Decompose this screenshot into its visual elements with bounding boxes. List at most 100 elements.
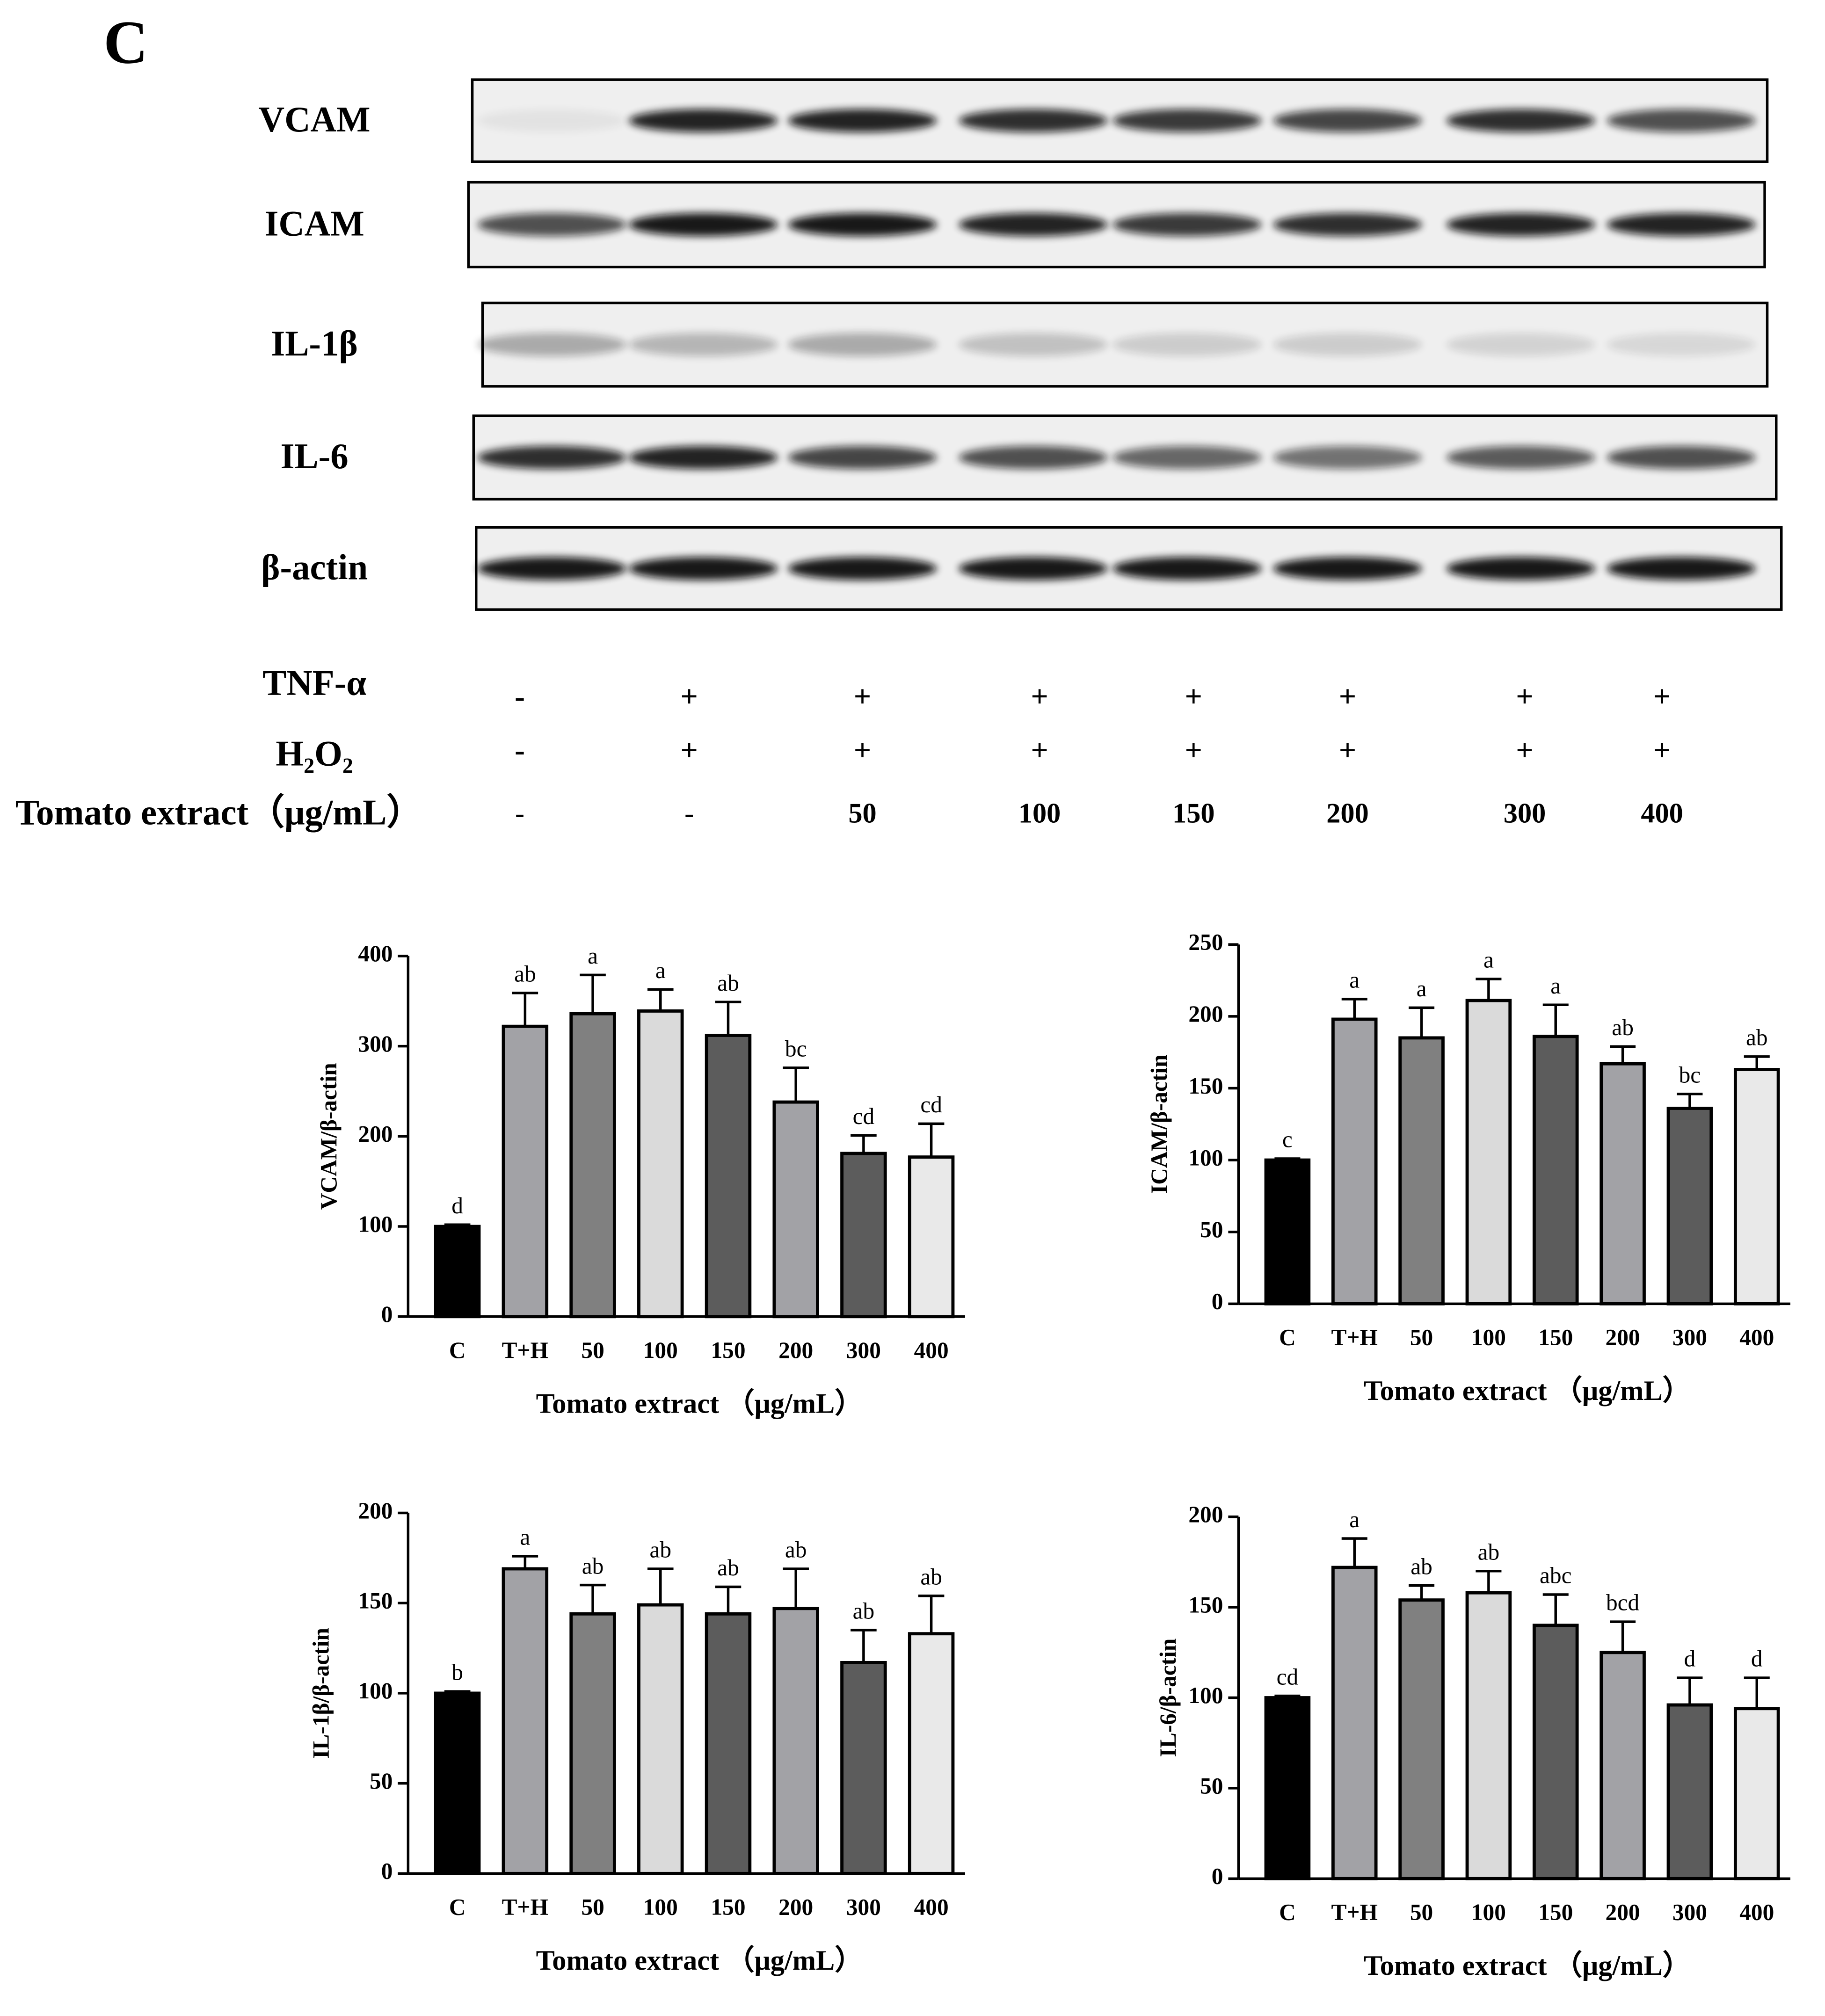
treatment-value: + xyxy=(1516,733,1534,768)
x-tick-label: C xyxy=(1279,1324,1296,1350)
x-axis-title: Tomato extract （μg/mL） xyxy=(536,1388,863,1420)
y-tick-label: 200 xyxy=(358,1121,393,1147)
bar xyxy=(1398,1598,1445,1880)
treatment-value: + xyxy=(680,679,698,713)
bar xyxy=(1733,1068,1780,1305)
x-axis-title: Tomato extract （μg/mL） xyxy=(1364,1375,1691,1407)
y-tick-label: 200 xyxy=(1188,1001,1223,1027)
blot-band xyxy=(959,446,1108,469)
treatment-label: Tomato extract（μg/mL） xyxy=(15,792,422,832)
y-tick-label: 150 xyxy=(1188,1592,1223,1617)
x-tick-label: 150 xyxy=(1538,1324,1573,1350)
x-tick-label: 200 xyxy=(778,1894,813,1920)
blot-band xyxy=(629,333,778,356)
significance-letter: d xyxy=(451,1193,463,1218)
bar xyxy=(1398,1036,1445,1305)
blot-band xyxy=(788,446,937,469)
treatment-label: TNF-α xyxy=(262,663,366,703)
blot-band xyxy=(477,213,626,236)
x-tick-label: T+H xyxy=(1331,1899,1378,1925)
treatment-value: - xyxy=(515,798,524,829)
y-tick-label: 0 xyxy=(381,1858,393,1884)
y-axis-title: VCAM/β-actin xyxy=(316,1063,342,1210)
blot-band xyxy=(788,213,937,236)
blot-band xyxy=(477,557,626,580)
y-axis-title: ICAM/β-actin xyxy=(1146,1055,1172,1194)
blot-band xyxy=(1112,557,1262,580)
significance-letter: a xyxy=(1349,1507,1360,1532)
bar xyxy=(705,1034,752,1319)
y-axis-title: IL-6/β-actin xyxy=(1155,1639,1181,1757)
x-tick-label: 150 xyxy=(711,1894,745,1920)
x-tick-label: 400 xyxy=(914,1894,949,1920)
bar xyxy=(1331,1566,1378,1880)
treatment-label: H₂O₂ xyxy=(276,733,353,773)
y-tick-label: 50 xyxy=(1200,1217,1223,1242)
significance-letter: a xyxy=(588,943,598,969)
y-tick-label: 0 xyxy=(1212,1864,1223,1889)
blot-band xyxy=(1112,109,1262,132)
y-tick-label: 50 xyxy=(370,1768,393,1794)
bar xyxy=(1666,1107,1713,1305)
x-tick-label: 300 xyxy=(1672,1324,1707,1350)
y-tick-label: 100 xyxy=(358,1211,393,1237)
x-tick-label: 300 xyxy=(846,1894,881,1920)
bar xyxy=(772,1607,819,1875)
blot-band xyxy=(1112,333,1262,356)
bar xyxy=(1666,1703,1713,1880)
blot-band xyxy=(1112,446,1262,469)
x-tick-label: 150 xyxy=(711,1337,745,1363)
significance-letter: ab xyxy=(514,961,536,987)
x-tick-label: 400 xyxy=(1739,1899,1774,1925)
significance-letter: d xyxy=(1751,1646,1763,1672)
bar xyxy=(1532,1035,1579,1305)
y-tick-label: 300 xyxy=(358,1031,393,1057)
bar xyxy=(434,1225,481,1319)
x-tick-label: 150 xyxy=(1538,1899,1573,1925)
blot-band xyxy=(959,557,1108,580)
x-tick-label: 100 xyxy=(1471,1899,1506,1925)
blot-band xyxy=(629,213,778,236)
x-tick-label: 50 xyxy=(1410,1324,1433,1350)
treatment-value: + xyxy=(1185,733,1203,768)
blot-band xyxy=(1607,446,1756,469)
blot-band xyxy=(1446,213,1595,236)
bar xyxy=(1264,1158,1311,1305)
blot-band xyxy=(477,446,626,469)
x-tick-label: 400 xyxy=(1739,1324,1774,1350)
blot-band xyxy=(477,109,626,132)
bar xyxy=(705,1612,752,1875)
significance-letter: c xyxy=(1282,1127,1293,1153)
treatment-value: + xyxy=(1031,679,1048,713)
x-tick-label: 400 xyxy=(914,1337,949,1363)
blot-band xyxy=(1607,333,1756,356)
treatment-value: 50 xyxy=(848,798,876,829)
x-tick-label: 100 xyxy=(643,1337,678,1363)
x-tick-label: 300 xyxy=(1672,1899,1707,1925)
significance-letter: bcd xyxy=(1606,1590,1640,1616)
x-axis-title: Tomato extract （μg/mL） xyxy=(1364,1950,1691,1981)
y-tick-label: 200 xyxy=(1188,1501,1223,1527)
treatment-value: - xyxy=(684,798,694,829)
treatment-value: + xyxy=(1339,679,1357,713)
treatment-value: + xyxy=(1653,679,1671,713)
y-tick-label: 0 xyxy=(381,1301,393,1327)
treatment-value: 400 xyxy=(1641,798,1683,829)
significance-letter: b xyxy=(451,1660,463,1685)
x-tick-label: T+H xyxy=(502,1337,548,1363)
blot-band xyxy=(788,109,937,132)
protein-label: IL-6 xyxy=(281,436,349,476)
blot-band xyxy=(477,333,626,356)
bar xyxy=(1532,1624,1579,1880)
blot-band xyxy=(1273,446,1422,469)
significance-letter: bc xyxy=(1679,1062,1701,1088)
significance-letter: a xyxy=(1483,947,1494,973)
treatment-value: + xyxy=(1031,733,1048,768)
x-axis-title: Tomato extract （μg/mL） xyxy=(536,1944,863,1976)
y-tick-label: 100 xyxy=(358,1678,393,1704)
treatment-value: + xyxy=(1516,679,1534,713)
bar xyxy=(569,1012,616,1319)
treatment-value: + xyxy=(854,733,872,768)
